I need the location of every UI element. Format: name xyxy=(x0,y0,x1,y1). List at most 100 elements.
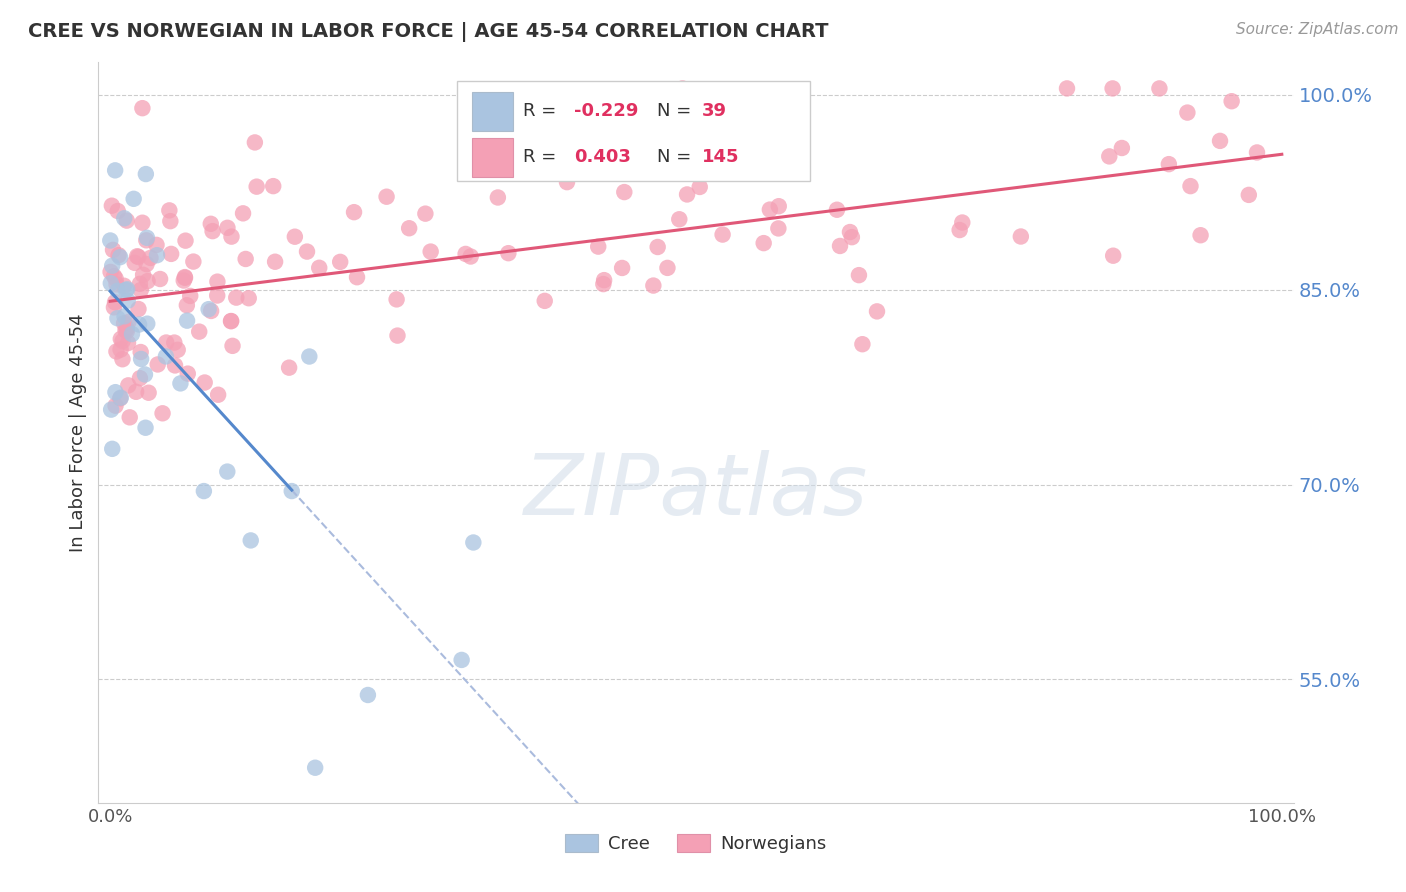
Point xyxy=(454,247,477,261)
Point xyxy=(160,247,183,261)
Point xyxy=(117,378,139,392)
Point xyxy=(949,223,972,237)
Point xyxy=(129,283,152,297)
Text: R =: R = xyxy=(523,148,561,166)
Point xyxy=(176,313,198,327)
Point xyxy=(114,310,136,324)
Point xyxy=(112,316,135,330)
Point xyxy=(149,272,172,286)
Point xyxy=(221,339,243,353)
Point xyxy=(127,250,149,264)
Point xyxy=(848,268,870,282)
Point xyxy=(533,293,555,308)
Text: -0.229: -0.229 xyxy=(574,102,638,120)
Point xyxy=(134,368,156,382)
Point xyxy=(108,250,131,264)
Point xyxy=(221,229,243,244)
Text: 145: 145 xyxy=(702,148,740,166)
Point xyxy=(346,270,368,285)
Point xyxy=(264,254,287,268)
Point xyxy=(121,327,143,342)
Point xyxy=(752,236,775,251)
Point xyxy=(415,207,437,221)
Point xyxy=(112,278,135,293)
Point xyxy=(486,190,509,204)
Point xyxy=(110,343,132,357)
Point xyxy=(205,288,228,302)
Point xyxy=(1209,134,1232,148)
Point xyxy=(145,238,167,252)
Point xyxy=(179,289,201,303)
Point xyxy=(759,202,782,217)
Point xyxy=(177,367,200,381)
Point xyxy=(135,167,157,181)
Point xyxy=(107,204,129,219)
Point xyxy=(105,277,128,292)
FancyBboxPatch shape xyxy=(472,138,513,177)
Point xyxy=(262,179,284,194)
Point xyxy=(1149,81,1171,95)
Point xyxy=(387,328,409,343)
Point xyxy=(711,227,734,242)
Text: R =: R = xyxy=(523,102,561,120)
Point xyxy=(201,224,224,238)
Point xyxy=(592,277,614,291)
Point xyxy=(1056,81,1078,95)
Point xyxy=(104,399,127,413)
Point xyxy=(104,295,127,310)
Point xyxy=(828,239,851,253)
Point xyxy=(100,265,122,279)
Text: N =: N = xyxy=(657,148,696,166)
Point xyxy=(304,761,326,775)
Point xyxy=(343,205,366,219)
Point xyxy=(825,202,848,217)
Point xyxy=(117,315,139,329)
Point xyxy=(239,533,262,548)
Point xyxy=(498,246,520,260)
Point xyxy=(132,268,155,282)
Point xyxy=(298,350,321,364)
Point xyxy=(174,270,197,285)
Point xyxy=(107,311,129,326)
Point xyxy=(488,140,510,154)
Point xyxy=(1101,81,1123,95)
Text: Source: ZipAtlas.com: Source: ZipAtlas.com xyxy=(1236,22,1399,37)
Point xyxy=(114,323,136,337)
Point xyxy=(152,406,174,420)
Point xyxy=(98,234,121,248)
Point xyxy=(127,249,149,263)
Point xyxy=(217,220,239,235)
Point xyxy=(555,175,578,189)
Point xyxy=(1111,141,1133,155)
Point xyxy=(136,274,159,288)
Point xyxy=(101,243,124,257)
Point xyxy=(115,282,138,296)
Point xyxy=(295,244,318,259)
Point xyxy=(225,291,247,305)
Point xyxy=(104,163,127,178)
Point xyxy=(110,391,132,405)
Point xyxy=(419,244,441,259)
Point xyxy=(115,213,138,227)
Point xyxy=(101,199,124,213)
Point xyxy=(173,270,195,285)
Point xyxy=(104,385,127,400)
Point xyxy=(128,277,150,291)
Point xyxy=(174,234,197,248)
Point xyxy=(112,211,135,226)
Point xyxy=(1102,249,1125,263)
Point xyxy=(114,283,136,297)
Point xyxy=(166,343,188,357)
Text: CREE VS NORWEGIAN IN LABOR FORCE | AGE 45-54 CORRELATION CHART: CREE VS NORWEGIAN IN LABOR FORCE | AGE 4… xyxy=(28,22,828,42)
Point xyxy=(1157,157,1180,171)
Point xyxy=(385,293,408,307)
Point xyxy=(107,248,129,262)
Point xyxy=(671,81,693,95)
Point xyxy=(129,345,152,359)
Point xyxy=(105,344,128,359)
Point xyxy=(375,190,398,204)
Point xyxy=(101,259,124,273)
Point xyxy=(398,221,420,235)
Point xyxy=(138,385,160,400)
Point xyxy=(647,240,669,254)
